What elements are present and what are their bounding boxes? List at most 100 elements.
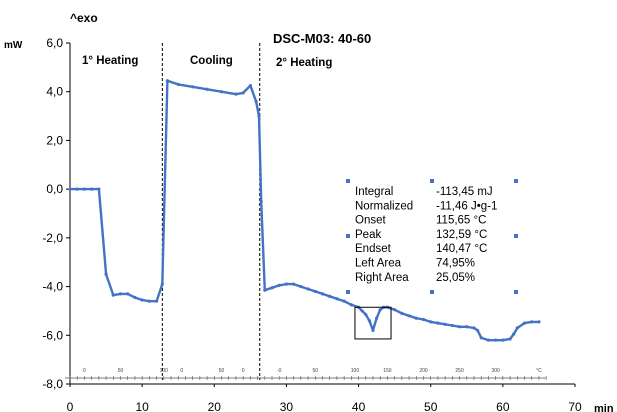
data-point: [90, 187, 94, 191]
y-direction-label: ^exo: [70, 11, 98, 25]
x-tick-label: 70: [568, 400, 582, 412]
x-ticks: 0 10 20 30 40 50 60 70: [67, 384, 582, 412]
x-tick-label: 0: [67, 400, 74, 412]
result-name: Left Area: [355, 258, 402, 270]
result-value: 132,59 °C: [436, 229, 487, 241]
selection-handle: [346, 290, 350, 294]
y-tick-label: -2,0: [42, 231, 63, 245]
y-tick-label: 4,0: [46, 85, 63, 99]
data-point: [335, 297, 339, 301]
data-point: [205, 87, 209, 91]
data-point: [429, 320, 433, 324]
data-point: [472, 326, 476, 330]
data-point: [165, 79, 169, 83]
data-point: [407, 314, 411, 318]
temperature-scale: 0 50 100 0 50 0 -0 50 100 150 200 250 300 °C: [65, 368, 547, 380]
peak-integration-box: [354, 306, 392, 340]
segment-label-3: 2° Heating: [276, 57, 332, 69]
selection-handle: [346, 234, 350, 238]
x-tick-label: 50: [424, 400, 438, 412]
data-point: [277, 283, 281, 287]
data-point: [97, 187, 101, 191]
result-value: 74,95%: [436, 258, 475, 270]
data-point: [82, 187, 87, 191]
data-point: [154, 299, 159, 303]
temperature-scale-label: -0: [277, 368, 282, 374]
x-tick-label: 10: [135, 400, 149, 412]
data-point: [270, 286, 274, 290]
data-point: [259, 199, 263, 203]
data-point: [118, 292, 123, 296]
y-unit-label: mW: [4, 40, 23, 51]
y-ticks: 6,0 4,0 2,0 0,0 -2,0 -4,0 -6,0 -8,0: [42, 36, 70, 391]
selection-handle: [430, 179, 434, 183]
y-tick-label: -8,0: [42, 377, 63, 391]
y-tick-label: -4,0: [42, 280, 63, 294]
temperature-scale-label: 0: [180, 368, 183, 374]
data-point: [254, 99, 258, 104]
series-layer: [68, 79, 541, 342]
data-point: [349, 303, 353, 307]
data-point: [486, 338, 491, 342]
data-point: [147, 299, 151, 303]
temperature-scale-label: 0: [242, 368, 245, 374]
result-value: 115,65 °C: [436, 215, 486, 227]
temperature-scale-label: 0: [83, 368, 86, 374]
data-point: [476, 328, 480, 333]
temperature-scale-label: 200: [419, 368, 428, 374]
temperature-scale-label: °C: [536, 368, 542, 374]
data-point: [360, 309, 364, 313]
data-point: [257, 114, 261, 118]
x-tick-label: 30: [280, 400, 294, 412]
temperature-scale-label: 50: [118, 368, 124, 374]
data-point: [522, 321, 527, 325]
selection-handle: [514, 290, 518, 294]
y-tick-label: -6,0: [42, 328, 63, 342]
result-name: Endset: [355, 243, 392, 255]
data-point: [241, 91, 245, 95]
data-point: [457, 325, 462, 329]
result-value: 140,47 °C: [436, 243, 487, 255]
temperature-scale-label: 50: [219, 368, 225, 374]
data-point: [299, 284, 303, 289]
x-tick-label: 60: [496, 400, 510, 412]
data-point: [465, 325, 469, 329]
result-name: Right Area: [355, 272, 409, 284]
data-point: [320, 292, 325, 296]
data-point: [111, 293, 115, 297]
data-point: [342, 299, 346, 303]
data-point: [328, 294, 332, 298]
data-point: [537, 320, 541, 324]
temperature-scale-label: 250: [455, 368, 464, 374]
result-name: Integral: [355, 186, 393, 198]
data-point: [133, 295, 137, 300]
data-point: [443, 322, 447, 326]
result-value: 25,05%: [436, 272, 475, 284]
data-point: [313, 289, 317, 294]
data-point: [375, 316, 379, 320]
data-point: [400, 311, 404, 315]
temperature-scale-label: 150: [383, 368, 392, 374]
data-point: [508, 337, 512, 341]
data-point: [371, 328, 375, 333]
data-point: [248, 84, 252, 88]
results-table: Integral -113,45 mJ Normalized -11,46 J•g-1…: [346, 179, 518, 294]
result-value: -11,46 J•g-1: [436, 200, 497, 212]
data-point: [306, 287, 310, 291]
y-tick-label: 2,0: [46, 133, 63, 147]
selection-handle: [346, 179, 350, 183]
selection-handle: [514, 179, 518, 183]
selection-handle: [430, 290, 434, 294]
x-tick-label: 40: [352, 400, 366, 412]
data-point: [104, 272, 108, 276]
segment-label-2: Cooling: [190, 55, 233, 67]
data-point: [479, 336, 483, 340]
data-point: [219, 90, 224, 94]
data-point: [367, 319, 371, 323]
result-name: Peak: [355, 229, 381, 241]
data-point: [393, 308, 397, 312]
x-unit-label: min: [594, 403, 614, 412]
data-point: [512, 332, 516, 336]
result-name: Normalized: [355, 200, 413, 212]
series-line: [70, 79, 539, 342]
